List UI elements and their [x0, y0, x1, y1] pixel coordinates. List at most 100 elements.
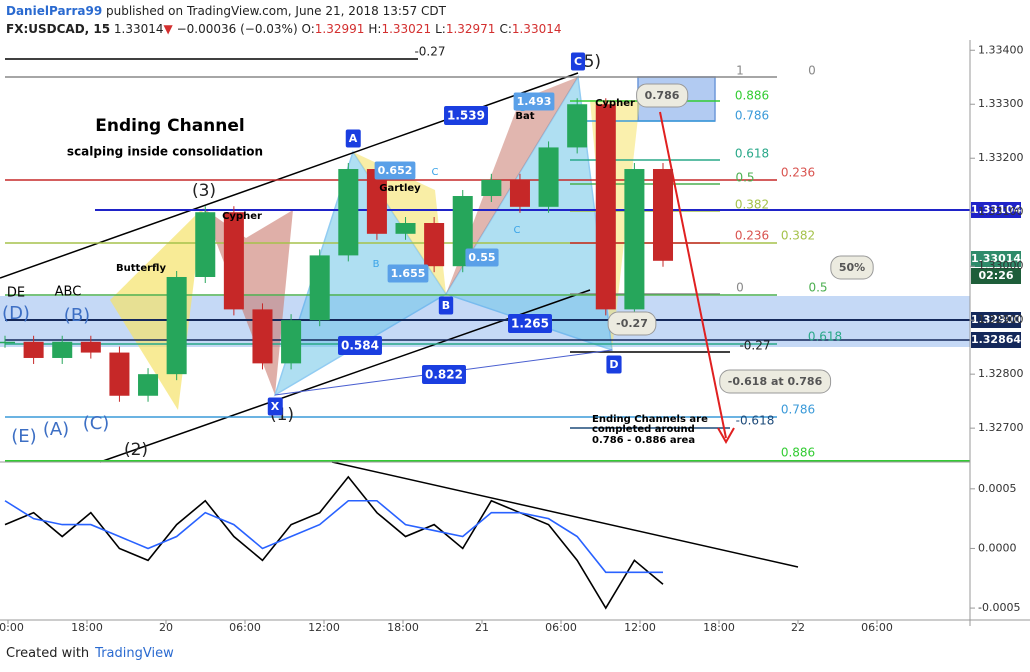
- annotation: A: [349, 132, 358, 145]
- candle: [395, 223, 416, 234]
- y-tick-label: -0.0005: [978, 601, 1020, 614]
- annotation: 1.655: [391, 267, 426, 280]
- price-tag: [971, 312, 1021, 328]
- price-tag: [971, 268, 1021, 284]
- annotation: ABC: [55, 285, 82, 300]
- published: published on TradingView.com, June 21, 2…: [106, 4, 446, 18]
- change: −0.00036 (−0.03%): [176, 22, 298, 36]
- annotation: -0.618: [736, 414, 775, 428]
- annotation: 0: [736, 281, 744, 295]
- x-tick-label: 22: [791, 621, 805, 634]
- price-tag: [971, 251, 1021, 267]
- annotation: Butterfly: [116, 263, 166, 274]
- label-box: [422, 365, 466, 384]
- price-tag-label: 02:26: [978, 269, 1013, 282]
- candle: [509, 179, 530, 207]
- price-tag-label: 1.33104: [971, 203, 1021, 216]
- annotation: B: [442, 299, 450, 312]
- ohlc-value: 1.33021: [381, 22, 432, 36]
- annotation: Ending Channels are: [592, 414, 708, 425]
- ohlc-value: 1.33014: [511, 22, 562, 36]
- label-box: [606, 355, 622, 374]
- price-tag-label: 1.32864: [971, 333, 1021, 346]
- annotation: 0.886: [735, 89, 769, 103]
- annotation: 0.236: [735, 229, 769, 243]
- annotation: 0.786: [645, 89, 680, 102]
- candle: [252, 309, 273, 364]
- candle: [481, 179, 502, 197]
- candle: [624, 169, 645, 310]
- ohlc-value: 1.32991: [314, 22, 365, 36]
- annotation: 0.55: [468, 251, 495, 264]
- osc-line: [4, 499, 663, 574]
- callout: [719, 369, 832, 394]
- y-tick-label: 1.33300: [978, 97, 1024, 110]
- x-tick-label: 06:00: [545, 621, 577, 634]
- x-tick-label: 00:00: [0, 621, 24, 634]
- annotation: (D): [2, 303, 30, 324]
- annotation: (3): [192, 181, 216, 201]
- annotation: C: [574, 55, 582, 68]
- x-tick-label: 06:00: [861, 621, 893, 634]
- ohlc-label: H:: [368, 22, 382, 36]
- annotation: 0: [808, 64, 816, 78]
- candle: [166, 276, 187, 375]
- annotation: Bat: [515, 111, 534, 122]
- annotation: 0.786: [735, 109, 769, 123]
- annotation: 0.786 - 0.886 area: [592, 435, 695, 446]
- author: DanielParra99: [6, 4, 103, 18]
- x-tick-label: 18:00: [703, 621, 735, 634]
- annotation: 0.382: [735, 198, 769, 212]
- annotation: 0.5: [808, 281, 827, 295]
- price-tags: 1.33104 1.33014 02:26 1.32900 1.32864: [971, 202, 1021, 348]
- osc-line: [4, 475, 664, 610]
- annotation: 1.265: [511, 317, 549, 331]
- annotation: -0.27: [414, 45, 445, 59]
- annotation: 1.539: [447, 109, 485, 123]
- label-box: [570, 52, 586, 71]
- annotation: 0.5: [735, 171, 754, 185]
- label-box: [508, 314, 552, 333]
- ohlc-value: 1.32971: [445, 22, 496, 36]
- annotation: 1: [736, 64, 744, 78]
- x-tick-label: 18:00: [71, 621, 103, 634]
- price-tag: [971, 332, 1021, 348]
- brand[interactable]: TradingView: [95, 646, 174, 661]
- candle: [52, 341, 73, 358]
- candle: [366, 169, 387, 234]
- y-tick-label: 0.0000: [978, 541, 1017, 554]
- callout: [636, 83, 689, 108]
- annotation: scalping inside consolidation: [67, 145, 263, 159]
- ohlc-label: O:: [301, 22, 315, 36]
- x-tick-label: 12:00: [624, 621, 656, 634]
- footer: Created with TradingView: [6, 646, 174, 661]
- annotation: 0.584: [341, 339, 379, 353]
- x-tick-label: 20: [159, 621, 173, 634]
- candle: [281, 320, 302, 364]
- candle: [538, 147, 559, 207]
- last: 1.33014: [113, 22, 164, 36]
- annotation: 0.652: [378, 164, 413, 177]
- created: Created with: [6, 646, 90, 661]
- ohlc: O:1.32991 H:1.33021 L:1.32971 C:1.33014: [301, 22, 565, 36]
- annotation: B: [373, 259, 380, 270]
- y-tick-label: 1.33000: [978, 259, 1024, 272]
- candle: [338, 169, 359, 256]
- label-box: [444, 106, 488, 125]
- annotation: 0.236: [781, 166, 815, 180]
- annotation: (E): [11, 426, 36, 447]
- annotation: DE: [7, 286, 25, 301]
- annotation: 0.786: [781, 403, 815, 417]
- price-tag: [971, 202, 1021, 218]
- x-tick-label: 12:00: [308, 621, 340, 634]
- price-tag-label: 1.33014: [971, 252, 1021, 265]
- annotation: 50%: [839, 261, 865, 274]
- x-tick-label: 21: [475, 621, 489, 634]
- annotation: 0.382: [781, 229, 815, 243]
- label-box: [387, 264, 429, 283]
- annotation: 1.493: [517, 95, 552, 108]
- annotation: completed around: [592, 424, 695, 435]
- annotation: (B): [64, 305, 90, 326]
- annotation: (2): [124, 440, 148, 460]
- publish-line: DanielParra99 published on TradingView.c…: [6, 2, 565, 20]
